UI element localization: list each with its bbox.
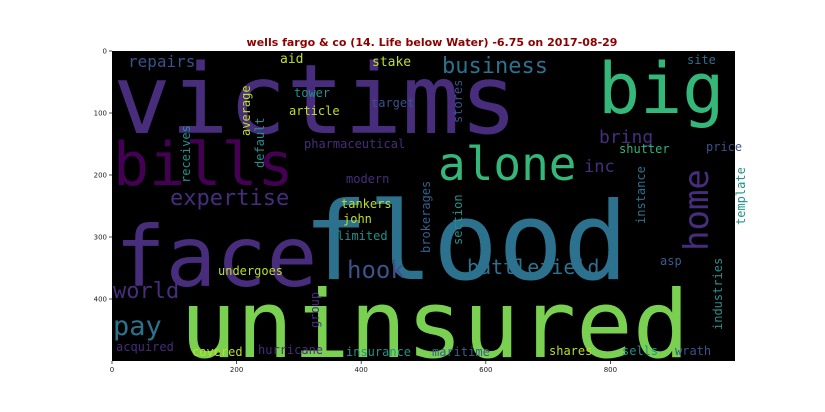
word-pharmaceutical: pharmaceutical [304, 137, 405, 151]
word-covered: covered [192, 345, 243, 359]
word-receives: receives [179, 125, 193, 183]
word-tankers: tankers [341, 197, 392, 211]
word-section: section [451, 194, 465, 245]
word-default: default [253, 117, 267, 168]
word-article: article [289, 104, 340, 118]
word-site: site [687, 53, 716, 67]
word-shutter: shutter [619, 142, 670, 156]
word-uninsured: uninsured [180, 271, 689, 380]
word-hurricane: hurricane [258, 343, 323, 357]
word-limited: limited [337, 229, 388, 243]
word-face: face [115, 208, 317, 306]
word-battlefield: battlefield [467, 255, 599, 279]
word-group: group [308, 292, 322, 328]
word-undergoes: undergoes [218, 264, 283, 278]
word-big: big [598, 48, 724, 130]
word-wrath: wrath [675, 344, 711, 358]
x-tick-label: 600 [479, 366, 492, 374]
word-insurance: insurance [346, 345, 411, 359]
x-axis: 0 200 400 600 800 [110, 361, 617, 374]
word-business: business [442, 54, 548, 79]
word-brokerages: brokerages [419, 181, 433, 253]
y-tick-label: 0 [103, 48, 107, 56]
y-tick-label: 100 [94, 110, 107, 118]
word-maritime: maritime [432, 345, 490, 359]
y-tick-label: 400 [94, 296, 107, 304]
word-shares: shares [549, 344, 592, 358]
word-instance: instance [634, 166, 648, 224]
chart-title: wells fargo & co (14. Life below Water) … [247, 36, 618, 49]
word-victims: victims [113, 44, 518, 156]
word-stores: stores [451, 80, 465, 123]
y-tick-label: 200 [94, 172, 107, 180]
word-acquired: acquired [116, 340, 174, 354]
x-tick-label: 0 [110, 366, 114, 374]
word-average: average [239, 85, 253, 136]
y-axis: 0 100 200 300 400 [94, 48, 112, 304]
word-industries: industries [711, 258, 725, 330]
word-price: price [706, 140, 742, 154]
word-template: template [734, 167, 748, 225]
word-aid: aid [280, 52, 303, 67]
x-tick-label: 400 [355, 366, 368, 374]
x-tick-label: 800 [604, 366, 617, 374]
word-expertise: expertise [170, 186, 289, 211]
word-modern: modern [346, 172, 389, 186]
wordcloud-background [112, 51, 735, 361]
word-bills: bills [113, 130, 294, 200]
word-sells: sells [622, 344, 658, 358]
x-tick-label: 200 [230, 366, 243, 374]
word-pay: pay [113, 311, 162, 342]
word-hook: hook [347, 256, 405, 284]
word-tower: tower [294, 86, 330, 100]
word-alone: alone [438, 137, 576, 191]
word-stake: stake [372, 55, 411, 70]
word-flood: flood [303, 180, 628, 305]
word-target: target [371, 96, 414, 110]
word-repairs: repairs [128, 52, 195, 71]
word-inc: inc [584, 157, 615, 177]
word-home: home [677, 169, 717, 251]
word-world: world [113, 279, 179, 304]
word-asp: asp [660, 254, 682, 268]
word-john: john [343, 212, 372, 226]
y-tick-label: 300 [94, 234, 107, 242]
word-bring: bring [599, 127, 653, 148]
